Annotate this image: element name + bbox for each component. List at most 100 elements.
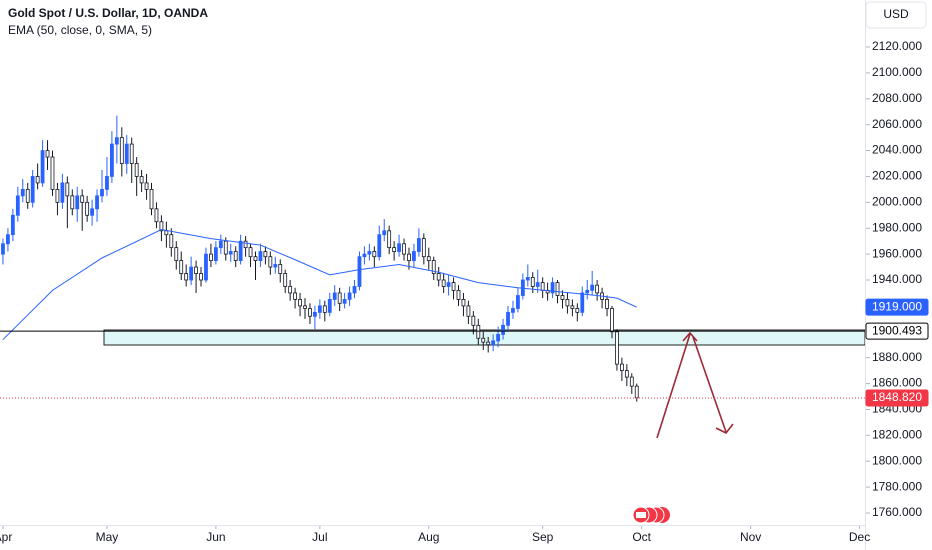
- price-label-box: [865, 322, 929, 340]
- candle-body: [55, 188, 60, 203]
- candle-body: [317, 305, 322, 313]
- candle-body: [511, 308, 515, 313]
- candle-body: [1, 243, 5, 255]
- arrow-drawing: [656, 331, 734, 439]
- y-tick-label: 1820.000: [872, 428, 922, 442]
- support-zone: [103, 329, 866, 346]
- candle-body: [189, 266, 194, 281]
- x-tick-label: Aug: [418, 530, 439, 544]
- candle-body: [119, 137, 124, 164]
- candle-body: [233, 251, 238, 261]
- candle-body: [213, 247, 218, 261]
- candle-body: [288, 286, 293, 294]
- candle-body: [412, 251, 416, 261]
- plot-area: [1, 115, 639, 402]
- x-tick-label: Oct: [632, 530, 651, 544]
- candle-body: [550, 282, 555, 294]
- x-tick-label: May: [96, 530, 119, 544]
- candle-body: [124, 143, 129, 164]
- chart-title: Gold Spot / U.S. Dollar, 1D, OANDA: [8, 6, 208, 20]
- candle-body: [45, 150, 50, 158]
- y-tick-label: 1880.000: [872, 350, 922, 364]
- candle-body: [392, 247, 397, 252]
- candle-body: [199, 273, 203, 281]
- candle-body: [85, 201, 90, 216]
- y-tick-label: 2120.000: [872, 39, 922, 53]
- y-tick-label: 2080.000: [872, 91, 922, 105]
- candle-body: [194, 266, 198, 274]
- candle-body: [110, 143, 114, 177]
- candle-body: [342, 299, 347, 304]
- y-tick-label: 1800.000: [872, 453, 922, 467]
- candle-body: [565, 299, 570, 307]
- candle-body: [129, 143, 134, 164]
- candle-body: [10, 214, 15, 236]
- candle-body: [347, 292, 352, 300]
- currency-button[interactable]: [865, 1, 927, 29]
- x-tick-label: Apr: [0, 530, 12, 544]
- candle-body: [50, 156, 55, 190]
- candle-body: [610, 308, 614, 333]
- candle-body: [169, 234, 174, 249]
- candle-body: [154, 208, 159, 223]
- y-tick-label: 2060.000: [872, 117, 922, 131]
- candle-body: [238, 240, 243, 261]
- candle-body: [253, 256, 258, 261]
- candle-body: [530, 277, 535, 287]
- candle-body: [352, 286, 357, 294]
- candle-body: [471, 315, 476, 326]
- candle-body: [397, 243, 401, 252]
- candle-body: [590, 284, 595, 291]
- y-tick-label: 1860.000: [872, 376, 922, 390]
- candle-body: [486, 341, 491, 346]
- candle-body: [595, 284, 600, 294]
- candle-body: [25, 188, 30, 203]
- candle-body: [60, 182, 65, 203]
- candle-body: [585, 289, 590, 294]
- candle-body: [535, 282, 540, 287]
- candle-body: [634, 385, 639, 399]
- candle-body: [377, 234, 382, 258]
- candle-body: [139, 176, 144, 184]
- candle-body: [20, 188, 25, 197]
- candle-body: [243, 240, 248, 249]
- candle-body: [615, 331, 619, 365]
- price-label-box: [865, 389, 929, 407]
- candle-body: [90, 208, 94, 216]
- candle-body: [164, 230, 169, 236]
- candle-body: [75, 195, 80, 210]
- candle-body: [268, 256, 273, 268]
- y-tick-label: 2100.000: [872, 65, 922, 79]
- candle-body: [273, 264, 278, 268]
- candle-body: [283, 273, 288, 287]
- candle-body: [436, 273, 441, 281]
- price-label: 1900.493: [872, 323, 922, 337]
- candle-body: [431, 260, 436, 274]
- candle-body: [560, 295, 565, 300]
- candle-body: [555, 282, 560, 296]
- candle-body: [580, 292, 585, 313]
- candle-body: [263, 251, 268, 258]
- candle-body: [402, 243, 406, 255]
- candle-body: [184, 273, 189, 281]
- candle-body: [382, 230, 387, 236]
- candle-body: [387, 230, 392, 249]
- candle-body: [491, 340, 496, 346]
- candle-body: [516, 295, 520, 309]
- currency-label[interactable]: USD: [883, 7, 909, 21]
- candle-body: [426, 256, 431, 261]
- x-tick-label: Dec: [849, 530, 870, 544]
- candle-body: [456, 289, 461, 300]
- y-tick-label: 2000.000: [872, 195, 922, 209]
- candle-body: [308, 308, 312, 317]
- candle-body: [629, 376, 634, 387]
- y-tick-label: 2020.000: [872, 169, 922, 183]
- y-tick-label: 2040.000: [872, 143, 922, 157]
- candle-body: [40, 150, 45, 184]
- candle-body: [362, 253, 367, 258]
- candle-body: [570, 305, 575, 309]
- candle-body: [258, 251, 263, 261]
- candle-body: [293, 292, 298, 300]
- candle-body: [451, 282, 456, 291]
